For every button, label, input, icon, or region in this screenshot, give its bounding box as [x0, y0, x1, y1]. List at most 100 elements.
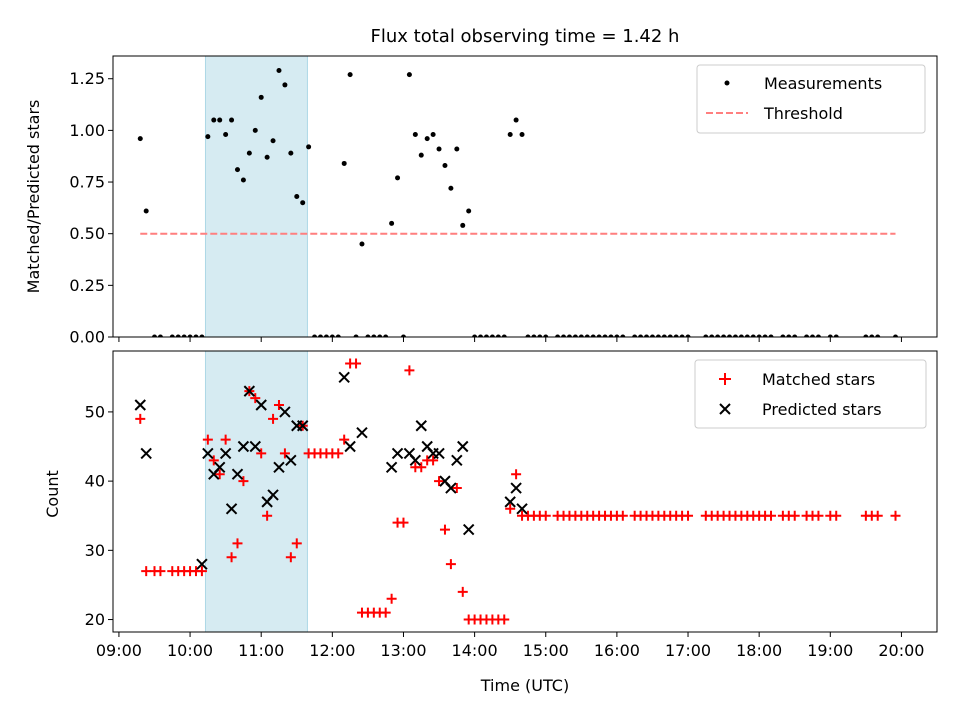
- measurement-point: [137, 136, 143, 142]
- matched-star-point: [351, 358, 362, 369]
- legend: Matched stars Predicted stars: [694, 359, 927, 429]
- measurement-point: [400, 334, 406, 337]
- measurement-point: [181, 334, 187, 337]
- measurement-point: [466, 208, 472, 214]
- x-tick-label: 14:00: [452, 641, 498, 660]
- measurement-point: [507, 132, 513, 138]
- predicted-star-point: [409, 454, 422, 467]
- matched-star-point: [256, 448, 267, 459]
- predicted-star-point: [415, 420, 427, 432]
- measurement-point: [602, 334, 608, 337]
- measurement-point: [472, 334, 478, 337]
- measurement-point: [620, 334, 626, 337]
- matched-star-point: [268, 413, 279, 424]
- y-tick-label: 50: [85, 402, 105, 421]
- matched-star-point: [279, 448, 290, 459]
- measurement-point: [359, 241, 365, 247]
- matched-stars-series: [135, 358, 901, 625]
- matched-star-point: [214, 469, 225, 480]
- predicted-star-point: [219, 447, 232, 460]
- measurement-point: [395, 175, 401, 181]
- matched-star-point: [386, 593, 397, 604]
- measurement-point: [893, 334, 899, 337]
- matched-star-point: [789, 510, 800, 521]
- legend-marker-predicted: [719, 403, 731, 415]
- measurement-point: [234, 167, 240, 173]
- measurement-point: [288, 150, 294, 156]
- measurement-point: [667, 334, 673, 337]
- predicted-star-point: [237, 440, 250, 453]
- measurement-point: [709, 334, 715, 337]
- measurement-point: [353, 334, 359, 337]
- predicted-star-point: [338, 371, 350, 384]
- matched-star-point: [872, 510, 883, 521]
- measurement-point: [258, 94, 264, 100]
- measurement-point: [661, 334, 667, 337]
- matched-star-point: [238, 476, 249, 487]
- measurement-point: [412, 132, 418, 138]
- y-tick-label: 0.00: [69, 328, 105, 347]
- predicted-star-point: [196, 558, 208, 570]
- measurement-point: [489, 334, 495, 337]
- measurement-point: [833, 334, 839, 337]
- measurement-point: [744, 334, 750, 337]
- matched-star-point: [439, 524, 450, 535]
- matched-star-point: [813, 510, 824, 521]
- measurement-point: [875, 334, 881, 337]
- measurement-point: [383, 334, 389, 337]
- measurement-point: [780, 334, 786, 337]
- y-tick-label: 30: [85, 541, 105, 560]
- measurement-point: [738, 334, 744, 337]
- measurement-point: [430, 132, 436, 138]
- matched-star-point: [339, 434, 350, 445]
- x-tick-label: 09:00: [96, 641, 142, 660]
- measurement-point: [371, 334, 377, 337]
- measurement-point: [169, 334, 175, 337]
- measurement-point: [750, 334, 756, 337]
- measurement-point: [869, 334, 875, 337]
- x-axis-ticks: [118, 337, 902, 342]
- observing-window-span: [204, 350, 308, 633]
- measurement-point: [406, 72, 412, 78]
- measurement-point: [561, 334, 567, 337]
- measurement-point: [264, 154, 270, 160]
- measurement-point: [644, 334, 650, 337]
- measurement-point: [727, 334, 733, 337]
- matched-star-point: [451, 483, 462, 494]
- predicted-star-point: [445, 482, 457, 494]
- measurement-point: [151, 334, 157, 337]
- measurement-point: [513, 117, 519, 123]
- measurement-point: [768, 334, 774, 337]
- measurement-point: [673, 334, 679, 337]
- x-tick-label: 10:00: [167, 641, 213, 660]
- matched-star-point: [457, 586, 468, 597]
- matched-star-point: [220, 434, 231, 445]
- predicted-star-point: [134, 399, 146, 411]
- x-tick-label: 11:00: [238, 641, 284, 660]
- measurement-point: [175, 334, 181, 337]
- matched-star-point: [202, 434, 213, 445]
- predicted-stars-series: [134, 371, 528, 570]
- measurement-point: [389, 220, 395, 226]
- measurement-point: [270, 138, 276, 144]
- measurement-point: [632, 334, 638, 337]
- x-tick-label: 12:00: [309, 641, 355, 660]
- measurement-point: [827, 334, 833, 337]
- predicted-star-point: [433, 447, 445, 460]
- measurement-point: [732, 334, 738, 337]
- matched-star-point: [434, 476, 445, 487]
- measurement-point: [703, 334, 709, 337]
- measurement-point: [792, 334, 798, 337]
- x-tick-label: 18:00: [736, 641, 782, 660]
- matched-star-point: [404, 365, 415, 376]
- measurement-point: [762, 334, 768, 337]
- x-tick-label: 15:00: [523, 641, 569, 660]
- observing-window-span: [204, 55, 308, 338]
- measurement-point: [246, 150, 252, 156]
- measurement-point: [223, 132, 229, 138]
- measurement-point: [501, 334, 507, 337]
- matched-star-point: [262, 510, 273, 521]
- predicted-star-point: [285, 454, 297, 467]
- ratio-plot-frame: [112, 55, 938, 338]
- y-tick-label: 1.25: [69, 69, 105, 88]
